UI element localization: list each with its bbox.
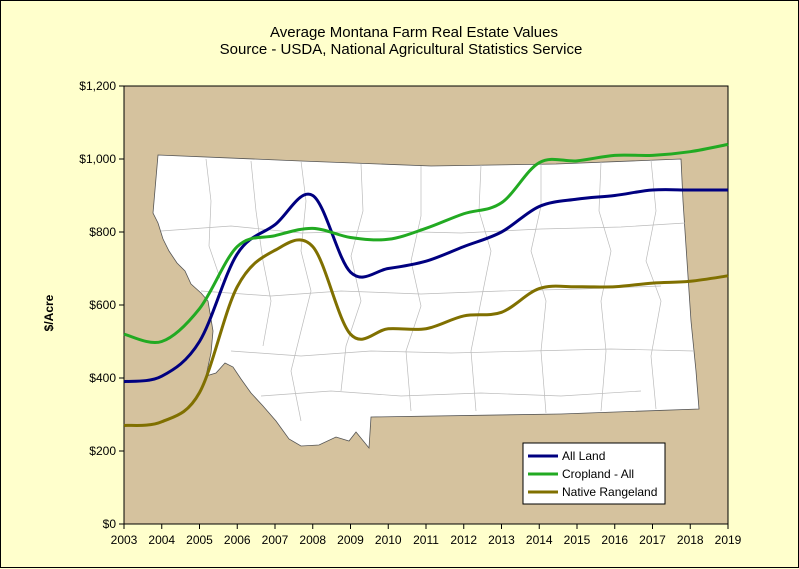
x-tick-label: 2016: [601, 533, 628, 547]
series-line-cropland-all: [123, 142, 729, 344]
x-tick-label: 2008: [299, 533, 326, 547]
montana-map: [152, 154, 700, 450]
chart-subtitle: Source - USDA, National Agricultural Sta…: [220, 41, 583, 58]
x-tick-label: 2013: [488, 533, 515, 547]
y-axis-title: $/Acre: [42, 294, 56, 331]
legend-label: Native Rangeland: [562, 485, 657, 499]
x-tick-label: 2009: [337, 533, 364, 547]
y-tick-label: $800: [89, 225, 116, 239]
x-tick-label: 2014: [526, 533, 553, 547]
x-tick-label: 2017: [639, 533, 666, 547]
x-tick-label: 2007: [262, 533, 289, 547]
series-line-all-land: [123, 188, 728, 384]
x-tick-label: 2015: [564, 533, 591, 547]
x-tick-label: 2004: [148, 533, 175, 547]
x-tick-label: 2019: [715, 533, 742, 547]
y-tick-label: $0: [103, 517, 117, 531]
x-axis: 2003 2004 2005 2006 2007 2008 2009 2010 2011 2012…: [111, 524, 742, 547]
x-tick-label: 2010: [375, 533, 402, 547]
y-tick-label: $400: [89, 371, 116, 385]
legend: All Land Cropland - All Native Rangeland: [522, 442, 666, 505]
x-tick-label: 2005: [186, 533, 213, 547]
y-axis: $0 $200 $400 $600 $800 $1,000 $1,200: [79, 79, 124, 531]
x-tick-label: 2018: [677, 533, 704, 547]
legend-label: All Land: [562, 449, 605, 463]
x-tick-label: 2003: [111, 533, 138, 547]
series-line-native-rangeland: [123, 238, 729, 427]
chart-title: Average Montana Farm Real Estate Values: [270, 24, 558, 41]
y-tick-label: $600: [89, 298, 116, 312]
y-tick-label: $1,200: [79, 79, 116, 93]
x-tick-label: 2006: [224, 533, 251, 547]
y-tick-label: $1,000: [79, 152, 116, 166]
x-tick-label: 2011: [413, 533, 439, 547]
legend-label: Cropland - All: [562, 467, 634, 481]
series-layer: [123, 142, 729, 427]
y-tick-label: $200: [89, 444, 116, 458]
x-tick-label: 2012: [450, 533, 477, 547]
